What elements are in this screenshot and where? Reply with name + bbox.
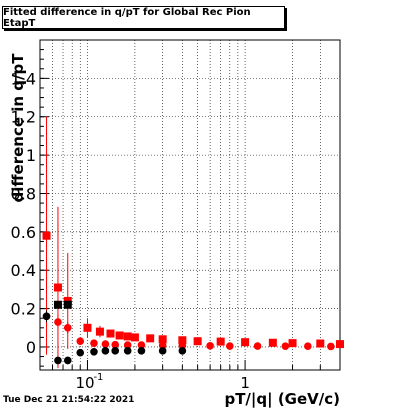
data-point-circle — [304, 342, 312, 351]
data-point-circle — [327, 342, 335, 351]
y-tick-label: 0.8 — [11, 184, 36, 203]
axis-ticks: 0 0.2 0.4 0.6 0.8 1 1.2 1.4 10-1 1 — [11, 49, 341, 392]
data-point-circle — [90, 347, 98, 356]
data-point-circle — [90, 339, 98, 347]
data-point-square — [193, 337, 202, 346]
data-point-circle — [54, 318, 62, 326]
data-point-square — [146, 334, 155, 343]
data-point-square — [268, 338, 277, 347]
y-axis-label: difference in q/pT — [9, 53, 27, 203]
data-point-square — [123, 332, 132, 341]
data-point-square — [216, 337, 225, 346]
data-point-circle — [63, 323, 72, 332]
y-tick-label: 1.2 — [11, 108, 36, 127]
data-point-circle — [42, 312, 51, 321]
data-point-square — [336, 340, 344, 349]
chart-title: Fitted difference in q/pT for Global Rec… — [3, 6, 251, 29]
data-point-circle — [281, 342, 290, 351]
data-point-square — [83, 323, 92, 332]
data-point-square — [53, 300, 62, 309]
chart-title-box: Fitted difference in q/pT for Global Rec… — [2, 6, 285, 29]
data-point-square — [115, 331, 124, 340]
y-tick-label: 0.2 — [11, 300, 36, 319]
y-tick-label: 1 — [26, 146, 36, 165]
x-tick-label: 10 — [75, 374, 94, 392]
y-tick-label: 1.4 — [11, 69, 36, 88]
plot-frame — [39, 39, 341, 371]
data-point-square — [106, 329, 115, 338]
timestamp-label: Tue Dec 21 21:54:22 2021 — [3, 395, 135, 405]
x-tick-label: 1 — [240, 374, 250, 392]
data-point-circle — [178, 347, 187, 355]
data-point-square — [42, 231, 51, 240]
data-point-square — [53, 283, 62, 292]
grid-lines — [39, 40, 341, 370]
data-point-square — [241, 338, 250, 347]
data-point-circle — [206, 342, 214, 350]
data-point-circle — [226, 342, 234, 350]
data-point-square — [158, 335, 167, 344]
data-point-square — [316, 339, 325, 348]
data-point-square — [130, 333, 139, 342]
data-point-square — [95, 327, 104, 336]
data-point-circle — [253, 342, 262, 350]
data-point-square — [178, 336, 187, 345]
data-point-square — [63, 300, 72, 309]
data-point-circle — [76, 348, 85, 357]
x-axis-label: pT/|q| (GeV/c) — [224, 390, 340, 408]
data-point-square — [288, 339, 297, 348]
data-point-circle — [123, 347, 132, 355]
y-tick-label: 0.6 — [11, 223, 36, 242]
data-point-circle — [158, 341, 167, 350]
x-tick-label-exponent: -1 — [93, 372, 103, 383]
data-point-circle — [101, 340, 110, 348]
data-point-circle — [54, 356, 62, 365]
data-point-circle — [76, 337, 85, 346]
y-tick-label: 0.4 — [11, 261, 36, 280]
data-point-circle — [111, 347, 120, 355]
data-point-circle — [63, 356, 72, 365]
data-point-circle — [101, 347, 110, 355]
data-point-circle — [158, 347, 167, 355]
data-point-circle — [111, 340, 120, 349]
data-point-circle — [137, 347, 146, 355]
data-marks — [42, 116, 344, 369]
data-point-circle — [137, 341, 146, 349]
data-point-circle — [123, 341, 132, 349]
y-tick-label: 0 — [26, 338, 36, 357]
